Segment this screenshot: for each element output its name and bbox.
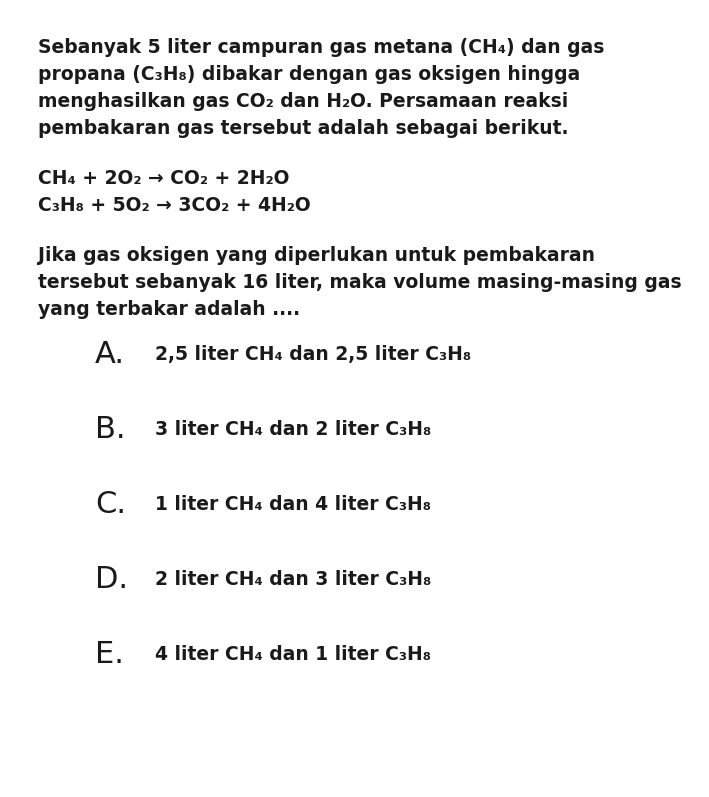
Text: 2 liter CH₄ dan 3 liter C₃H₈: 2 liter CH₄ dan 3 liter C₃H₈ — [155, 570, 431, 589]
Text: 4 liter CH₄ dan 1 liter C₃H₈: 4 liter CH₄ dan 1 liter C₃H₈ — [155, 645, 431, 664]
Text: CH₄ + 2O₂ → CO₂ + 2H₂O: CH₄ + 2O₂ → CO₂ + 2H₂O — [38, 169, 289, 188]
Text: propana (C₃H₈) dibakar dengan gas oksigen hingga: propana (C₃H₈) dibakar dengan gas oksige… — [38, 65, 580, 84]
Text: Sebanyak 5 liter campuran gas metana (CH₄) dan gas: Sebanyak 5 liter campuran gas metana (CH… — [38, 38, 604, 57]
Text: yang terbakar adalah ....: yang terbakar adalah .... — [38, 300, 300, 319]
Text: 1 liter CH₄ dan 4 liter C₃H₈: 1 liter CH₄ dan 4 liter C₃H₈ — [155, 495, 431, 514]
Text: E.: E. — [95, 640, 124, 669]
Text: 2,5 liter CH₄ dan 2,5 liter C₃H₈: 2,5 liter CH₄ dan 2,5 liter C₃H₈ — [155, 345, 471, 364]
Text: A.: A. — [95, 340, 125, 369]
Text: B.: B. — [95, 415, 125, 444]
Text: pembakaran gas tersebut adalah sebagai berikut.: pembakaran gas tersebut adalah sebagai b… — [38, 119, 569, 138]
Text: D.: D. — [95, 565, 128, 594]
Text: C₃H₈ + 5O₂ → 3CO₂ + 4H₂O: C₃H₈ + 5O₂ → 3CO₂ + 4H₂O — [38, 196, 311, 215]
Text: C.: C. — [95, 490, 126, 519]
Text: 3 liter CH₄ dan 2 liter C₃H₈: 3 liter CH₄ dan 2 liter C₃H₈ — [155, 420, 431, 439]
Text: menghasilkan gas CO₂ dan H₂O. Persamaan reaksi: menghasilkan gas CO₂ dan H₂O. Persamaan … — [38, 92, 568, 111]
Text: tersebut sebanyak 16 liter, maka volume masing-masing gas: tersebut sebanyak 16 liter, maka volume … — [38, 273, 681, 292]
Text: Jika gas oksigen yang diperlukan untuk pembakaran: Jika gas oksigen yang diperlukan untuk p… — [38, 246, 595, 265]
